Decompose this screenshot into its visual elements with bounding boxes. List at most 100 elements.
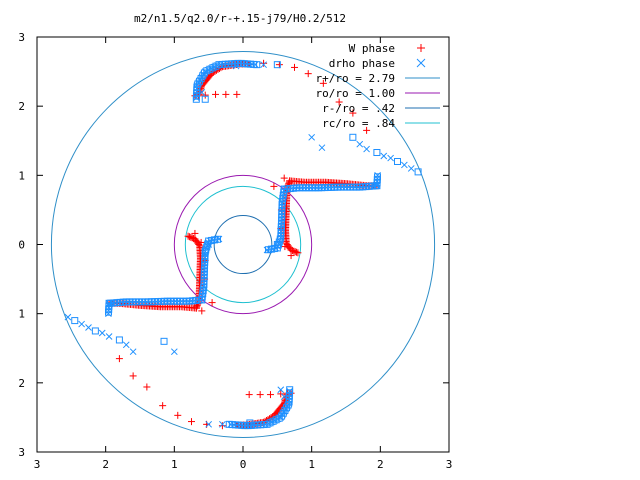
drho-phase-mark	[200, 69, 208, 77]
w-phase-point	[233, 90, 241, 98]
circle-1	[50, 51, 436, 438]
w-phase-point	[335, 98, 343, 106]
chart-title: m2/n1.5/q2.0/r-+.15-j79/H0.2/512	[134, 12, 346, 25]
drho-phase-point	[129, 348, 137, 356]
y-tick-label: 1	[18, 308, 25, 321]
w-phase-point	[208, 299, 216, 307]
w-phase-point	[174, 411, 182, 419]
w-phase-mark	[294, 249, 302, 257]
drho-phase-point	[201, 247, 209, 255]
y-tick-label: 3	[18, 446, 25, 459]
legend-label: drho phase	[329, 57, 395, 70]
legend-label: ro/ro = 1.00	[316, 87, 395, 100]
drho-phase-mark	[263, 246, 271, 254]
drho-phase-point	[91, 327, 99, 335]
circle-2	[173, 174, 313, 315]
w-phase-point	[287, 252, 295, 260]
drho-phase-point	[414, 168, 422, 176]
drho-phase-mark	[105, 308, 113, 316]
drho-phase-point	[160, 337, 168, 345]
y-tick-label: 3	[18, 31, 25, 44]
legend-marker	[417, 44, 425, 52]
drho-phase-point	[401, 161, 408, 169]
x-tick-label: 0	[240, 458, 247, 471]
drho-phase-point	[64, 313, 72, 321]
w-phase-point	[270, 182, 278, 190]
circle-4	[184, 185, 302, 304]
drho-phase-point	[122, 341, 130, 349]
drho-phase-point	[363, 145, 370, 153]
drho-phase-point	[232, 62, 240, 70]
drho-phase-point	[85, 324, 92, 331]
w-phase-point	[129, 372, 137, 380]
drho-phase-point	[170, 348, 178, 356]
legend-label: W phase	[349, 42, 395, 55]
legend-label: r-/ro = .42	[322, 102, 395, 115]
legend-label: rc/ro = .84	[322, 117, 395, 130]
drho-phase-mark	[227, 421, 235, 428]
w-phase-point	[363, 126, 371, 134]
drho-phase-mark	[105, 310, 112, 318]
drho-phase-mark	[253, 61, 261, 69]
drho-phase-point	[273, 241, 281, 248]
drho-phase-mark	[265, 246, 273, 254]
drho-phase-point	[105, 333, 113, 340]
drho-phase-mark	[215, 235, 223, 243]
drho-phase-point	[260, 61, 267, 69]
w-phase-point	[256, 391, 264, 399]
drho-phase-point	[98, 329, 106, 337]
drho-phase-point	[78, 320, 85, 328]
drho-phase-point	[373, 149, 381, 157]
drho-phase-mark	[225, 420, 233, 428]
w-phase-point	[280, 174, 288, 182]
w-phase-point	[198, 307, 206, 315]
w-phase-point	[197, 238, 205, 246]
y-tick-label: 1	[18, 169, 25, 182]
y-tick-label: 0	[18, 239, 25, 252]
x-tick-label: 2	[377, 458, 384, 471]
drho-phase-point	[280, 393, 288, 401]
drho-phase-mark	[251, 61, 259, 68]
w-phase-mark	[184, 232, 192, 240]
drho-phase-point	[277, 386, 285, 394]
w-phase-point	[201, 91, 209, 99]
legend: W phase drho phase r+/ro = 2.79 ro/ro = 1.0…	[316, 42, 440, 130]
x-tick-label: 1	[308, 458, 315, 471]
x-tick-label: 3	[34, 458, 41, 471]
x-tick-label: 2	[102, 458, 109, 471]
legend-label: r+/ro = 2.79	[316, 72, 395, 85]
drho-phase-point	[407, 165, 415, 172]
series-marks	[50, 51, 436, 438]
drho-phase-point	[198, 88, 206, 96]
w-phase-point	[281, 243, 289, 251]
w-phase-point	[277, 390, 285, 398]
legend-marker	[416, 58, 426, 68]
w-phase-mark	[185, 233, 193, 241]
drho-phase-mark	[373, 173, 381, 181]
w-phase-point	[275, 61, 283, 69]
w-phase-point	[266, 391, 274, 399]
drho-phase-point	[219, 420, 226, 428]
drho-phase-point	[356, 140, 364, 148]
w-phase-mark	[293, 248, 301, 256]
drho-phase-point	[201, 95, 209, 103]
circle-3	[213, 214, 273, 275]
drho-phase-point	[205, 420, 213, 428]
w-phase-point	[159, 402, 167, 410]
x-tick-label: 1	[171, 458, 178, 471]
drho-phase-point	[349, 133, 357, 141]
w-phase-point	[143, 383, 151, 391]
drho-phase-point	[380, 152, 388, 160]
drho-phase-point	[394, 158, 401, 165]
w-phase-point	[218, 422, 226, 430]
drho-phase-point	[71, 317, 79, 325]
w-phase-point	[222, 90, 230, 98]
x-tick-label: 3	[446, 458, 453, 471]
drho-phase-point	[387, 154, 394, 162]
drho-phase-mark	[374, 171, 381, 179]
drho-phase-point	[308, 133, 316, 141]
drho-phase-point	[246, 419, 254, 427]
drho-phase-point	[115, 336, 123, 344]
